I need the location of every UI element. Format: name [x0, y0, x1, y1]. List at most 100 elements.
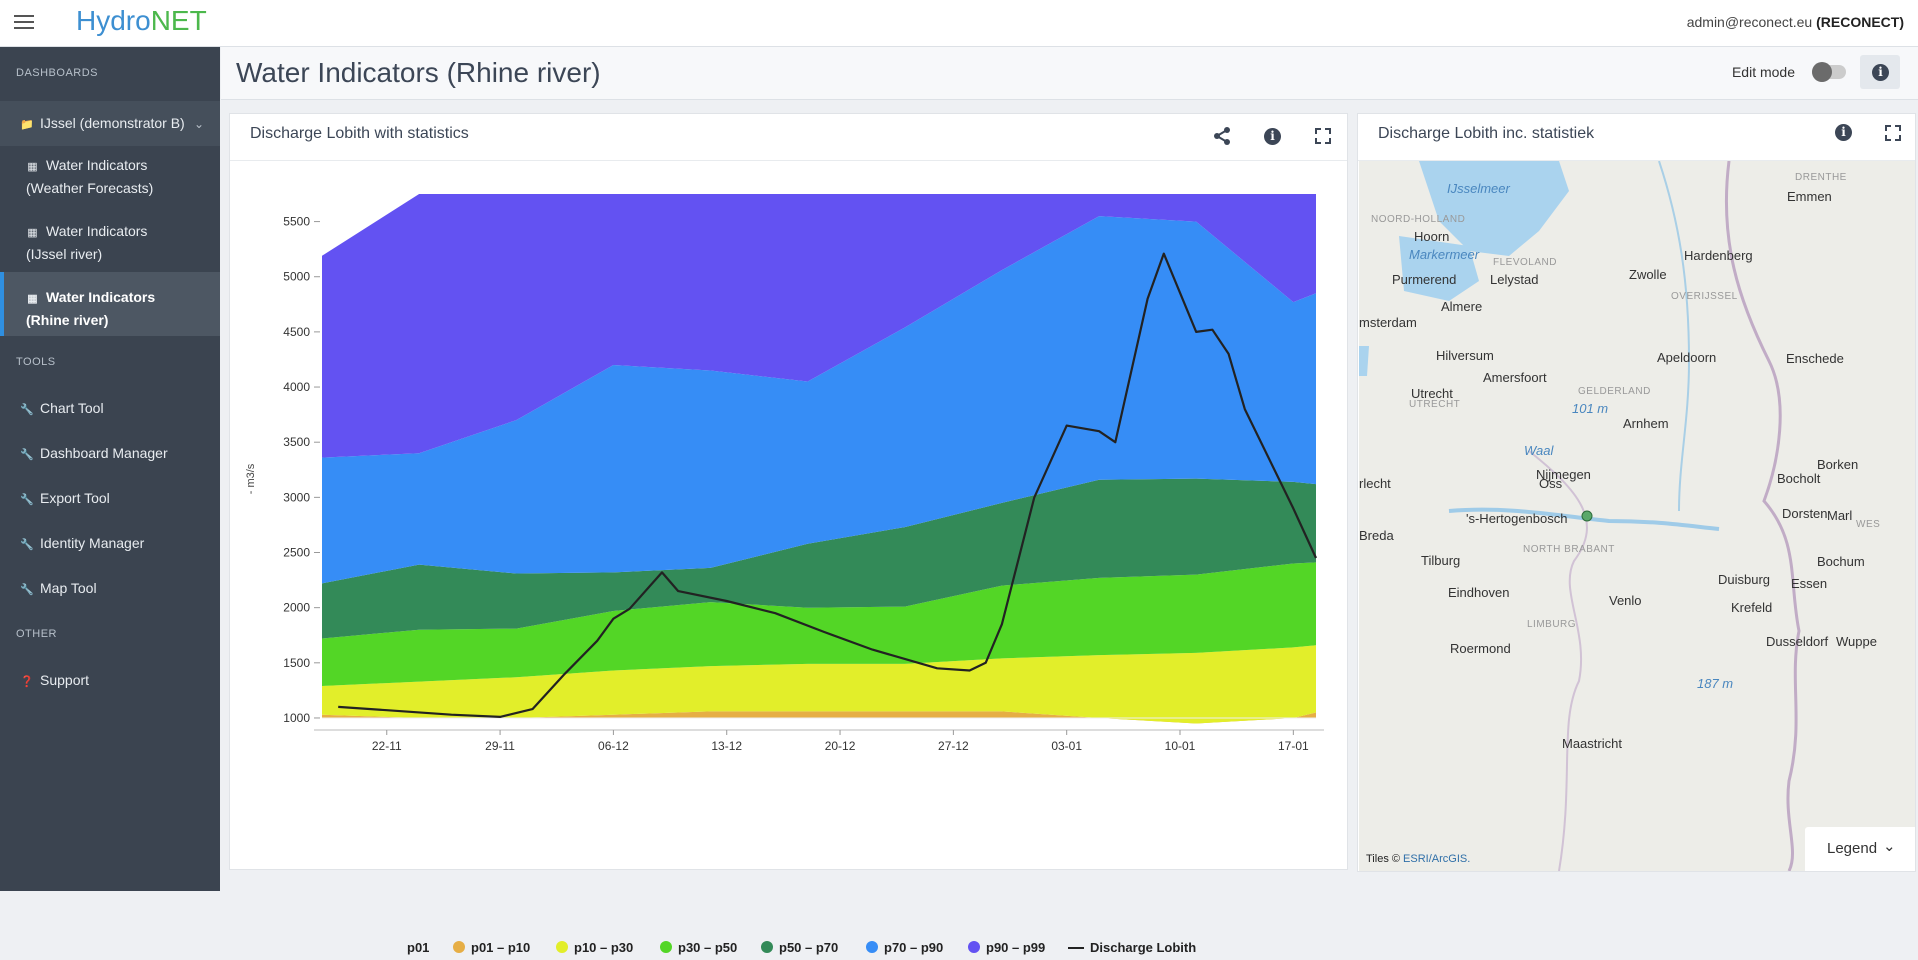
x-tick-label: 03-01 [1051, 739, 1082, 753]
map-place-label: Dorsten [1782, 506, 1828, 521]
page-title: Water Indicators (Rhine river) [236, 57, 601, 88]
legend-color-swatch [660, 941, 672, 953]
legend-item[interactable]: Discharge Lobith [1068, 940, 1196, 955]
legend-label: p70 – p90 [884, 940, 944, 955]
sidebar-group-ijssel[interactable]: 📁 IJssel (demonstrator B) ⌄ [0, 101, 220, 146]
chart-panel-header: Discharge Lobith with statistics i [230, 114, 1347, 161]
legend-item[interactable]: p50 – p70 [761, 940, 838, 955]
fullscreen-icon[interactable] [1315, 128, 1331, 144]
legend-item[interactable]: p01 [407, 940, 429, 955]
legend-label: Discharge Lobith [1090, 940, 1197, 955]
y-tick-label: 1500 [283, 656, 310, 670]
map-place-label: 's-Hertogenbosch [1466, 511, 1568, 526]
map-place-label: Breda [1359, 528, 1394, 543]
map-view[interactable]: IJsselmeer NOORD-HOLLAND Hoorn Markermeer FL… [1359, 161, 1915, 871]
map-place-label: Enschede [1786, 351, 1844, 366]
map-place-label: UTRECHT [1409, 399, 1461, 410]
band-p01-p10 [322, 711, 1316, 724]
map-place-label: WES [1856, 519, 1881, 530]
map-place-label: Wuppe [1836, 634, 1877, 649]
app-logo[interactable]: HydroNET [76, 5, 207, 36]
legend-color-swatch [968, 941, 980, 953]
legend-color-swatch [453, 941, 465, 953]
map-place-label: Venlo [1609, 593, 1642, 608]
percentile-bands [322, 194, 1316, 724]
fullscreen-icon[interactable] [1885, 125, 1901, 141]
sidebar-item-label: Water Indicators (IJssel river) [26, 223, 148, 262]
sidebar-group-label: IJssel (demonstrator B) [40, 115, 185, 131]
map-place-label: LIMBURG [1527, 619, 1577, 630]
sidebar-item-label: Support [40, 672, 90, 688]
section-tools: TOOLS [16, 356, 56, 368]
sidebar-item-rhine-river[interactable]: ▦ Water Indicators (Rhine river) [0, 272, 220, 336]
legend-label: p01 [407, 940, 430, 955]
sidebar-item-ijssel-river[interactable]: ▦ Water Indicators (IJssel river) [0, 221, 220, 265]
map-place-label: Essen [1791, 576, 1828, 591]
edit-mode-toggle[interactable] [1812, 62, 1846, 82]
x-tick-label: 06-12 [598, 739, 629, 753]
hamburger-menu-icon[interactable] [14, 12, 34, 30]
map-place-label: Bochum [1817, 554, 1865, 569]
map-place-label: Hilversum [1436, 348, 1494, 363]
info-icon: i [1872, 64, 1889, 81]
lobith-station-marker [1581, 510, 1593, 522]
map-place-label: IJsselmeer [1447, 181, 1510, 196]
legend-color-swatch [556, 941, 568, 953]
map-place-label: Duisburg [1718, 572, 1771, 587]
attribution-link[interactable]: ESRI/ArcGIS. [1403, 853, 1471, 865]
legend-item[interactable]: p10 – p30 [556, 940, 633, 955]
sidebar-item-label: Dashboard Manager [40, 445, 168, 461]
sidebar-item-label: Water Indicators (Rhine river) [26, 289, 156, 328]
wrench-icon: 🔧 [20, 539, 34, 551]
map-place-label: 187 m [1697, 676, 1734, 691]
legend-item[interactable]: p30 – p50 [660, 940, 737, 955]
wrench-icon: 🔧 [20, 404, 34, 416]
sidebar-item-support[interactable]: ❓ Support [0, 670, 220, 693]
map-place-label: Hoorn [1414, 229, 1450, 244]
sidebar-item-map-tool[interactable]: 🔧 Map Tool [0, 578, 220, 601]
sidebar-item-weather-forecasts[interactable]: ▦ Water Indicators (Weather Forecasts) [0, 155, 220, 199]
x-tick-label: 13-12 [711, 739, 742, 753]
info-icon[interactable]: i [1835, 124, 1852, 141]
sidebar: DASHBOARDS 📁 IJssel (demonstrator B) ⌄ ▦ W… [0, 47, 220, 891]
y-tick-label: 1000 [283, 711, 310, 725]
map-panel-header: Discharge Lobith inc. statistiek i [1358, 114, 1915, 161]
map-place-label: Eindhoven [1448, 585, 1510, 600]
y-axis-label: - m3/s [245, 463, 257, 494]
map-place-label: Amersfoort [1483, 370, 1547, 385]
dashboard-icon: ▦ [27, 293, 38, 305]
info-icon[interactable]: i [1264, 128, 1281, 145]
section-other: OTHER [16, 628, 57, 640]
map-place-label: OVERIJSSEL [1671, 291, 1738, 302]
sidebar-item-label: Water Indicators (Weather Forecasts) [26, 157, 154, 196]
sidebar-item-dashboard-manager[interactable]: 🔧 Dashboard Manager [0, 443, 220, 466]
legend-label: p01 – p10 [471, 940, 531, 955]
x-tick-label: 20-12 [825, 739, 856, 753]
sidebar-item-label: Export Tool [40, 490, 110, 506]
map-panel: Discharge Lobith inc. statistiek i IJsse… [1357, 113, 1916, 872]
sidebar-item-chart-tool[interactable]: 🔧 Chart Tool [0, 398, 220, 421]
page-info-button[interactable]: i [1860, 55, 1900, 89]
map-place-label: Krefeld [1731, 600, 1773, 615]
map-place-label: Arnhem [1623, 416, 1669, 431]
wrench-icon: 🔧 [20, 494, 34, 506]
dashboard-icon: ▦ [27, 161, 38, 173]
map-legend-button[interactable]: Legend ⌄ [1805, 827, 1915, 871]
map-place-label: Almere [1441, 299, 1483, 314]
legend-item[interactable]: p70 – p90 [866, 940, 943, 955]
legend-item[interactable]: p01 – p10 [453, 940, 530, 955]
legend-item[interactable]: p90 – p99 [968, 940, 1045, 955]
sidebar-item-identity-manager[interactable]: 🔧 Identity Manager [0, 533, 220, 556]
y-tick-label: 4000 [283, 380, 310, 394]
map-place-label: Dusseldorf [1766, 634, 1829, 649]
chart-panel-title: Discharge Lobith with statistics [250, 125, 469, 142]
sidebar-item-export-tool[interactable]: 🔧 Export Tool [0, 488, 220, 511]
share-icon[interactable] [1212, 126, 1232, 146]
user-info[interactable]: admin@reconect.eu (RECONECT) [1687, 14, 1904, 30]
y-tick-label: 2500 [283, 546, 310, 560]
map-place-label: GELDERLAND [1578, 386, 1651, 397]
markermeer-water [1399, 236, 1479, 301]
legend-label: p30 – p50 [678, 940, 738, 955]
edit-mode-label: Edit mode [1731, 64, 1795, 80]
map-place-label: Bocholt [1777, 471, 1821, 486]
